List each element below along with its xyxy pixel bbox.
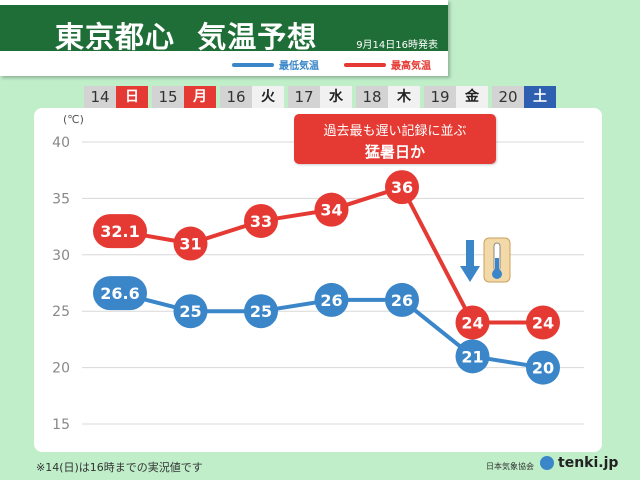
data-marker <box>244 294 278 329</box>
data-marker <box>455 305 490 340</box>
page-title: 東京都心 気温予想 <box>55 20 318 54</box>
legend-min-swatch <box>232 62 274 67</box>
legend-max: 最高気温 <box>344 57 431 72</box>
data-label: 31 <box>179 235 201 254</box>
weekday-label: 日 <box>116 86 148 108</box>
data-label: 34 <box>320 201 342 220</box>
legend-min-label: 最低気温 <box>279 61 319 72</box>
data-marker <box>385 170 419 205</box>
day-number: 19 <box>424 86 456 108</box>
footnote: ※14(日)は16時までの実況値です <box>36 461 203 474</box>
tenki-logo-icon <box>540 456 554 470</box>
thermometer-bulb-icon <box>492 269 502 279</box>
weekday-label: 水 <box>320 86 352 108</box>
brand-logo: tenki.jp <box>540 455 618 471</box>
data-marker <box>93 276 147 311</box>
day-number: 18 <box>356 86 388 108</box>
weekday-label: 木 <box>388 86 420 108</box>
day-15: 15 月 <box>152 86 216 108</box>
date-header: 14 日 15 月 16 火 17 水 18 木 19 金 20 土 <box>84 86 560 108</box>
y-axis-unit: (℃) <box>63 113 84 126</box>
data-label: 32.1 <box>100 222 139 241</box>
data-marker <box>93 214 147 249</box>
day-18: 18 木 <box>356 86 420 108</box>
down-arrow-head-icon <box>460 266 480 282</box>
weekday-label: 火 <box>252 86 284 108</box>
data-label: 24 <box>461 313 483 332</box>
day-17: 17 水 <box>288 86 352 108</box>
data-label: 33 <box>250 212 272 231</box>
callout-line2: 猛暑日か <box>364 143 425 161</box>
day-number: 20 <box>492 86 524 108</box>
day-number: 14 <box>84 86 116 108</box>
data-marker <box>173 294 208 329</box>
day-19: 19 金 <box>424 86 488 108</box>
day-number: 15 <box>152 86 184 108</box>
data-label: 26 <box>391 291 413 310</box>
data-marker <box>526 350 560 385</box>
weekday-label: 月 <box>184 86 216 108</box>
weekday-label: 金 <box>456 86 488 108</box>
data-label: 25 <box>179 302 201 321</box>
y-tick-label: 30 <box>52 248 70 264</box>
issued-time: 9月14日16時発表 <box>356 40 438 51</box>
callout-box: 過去最も遅い記録に並ぶ 猛暑日か <box>294 114 496 164</box>
title-band: 東京都心 気温予想 9月14日16時発表 <box>0 5 448 54</box>
y-tick-label: 35 <box>52 191 70 207</box>
day-number: 17 <box>288 86 320 108</box>
y-tick-label: 20 <box>52 361 70 377</box>
data-label: 21 <box>461 347 483 366</box>
down-arrow-icon <box>466 240 474 268</box>
data-label: 20 <box>532 359 554 378</box>
data-label: 36 <box>391 178 413 197</box>
y-tick-label: 25 <box>52 304 70 320</box>
data-marker <box>314 192 349 227</box>
legend-max-label: 最高気温 <box>391 61 431 72</box>
callout-line1: 過去最も遅い記録に並ぶ <box>323 124 467 139</box>
data-marker <box>455 339 490 374</box>
thermometer-level-icon <box>495 258 499 272</box>
day-number: 16 <box>220 86 252 108</box>
y-tick-label: 15 <box>52 417 70 433</box>
data-marker <box>314 282 349 317</box>
credit: 日本気象協会 <box>486 462 534 471</box>
y-tick-label: 40 <box>52 135 70 151</box>
day-20: 20 土 <box>492 86 556 108</box>
day-16: 16 火 <box>220 86 284 108</box>
data-marker <box>244 203 278 238</box>
brand-name: tenki.jp <box>558 455 619 471</box>
data-label: 26 <box>320 291 342 310</box>
legend-max-swatch <box>344 62 386 67</box>
data-marker <box>385 282 419 317</box>
day-14: 14 日 <box>84 86 148 108</box>
legend-min: 最低気温 <box>232 57 319 72</box>
data-label: 24 <box>532 313 554 332</box>
data-label: 26.6 <box>100 284 139 303</box>
title-card: 東京都心 気温予想 9月14日16時発表 最低気温 最高気温 <box>0 0 448 76</box>
data-marker <box>173 226 208 261</box>
data-marker <box>526 305 560 340</box>
weekday-label: 土 <box>524 86 556 108</box>
data-label: 25 <box>250 302 272 321</box>
